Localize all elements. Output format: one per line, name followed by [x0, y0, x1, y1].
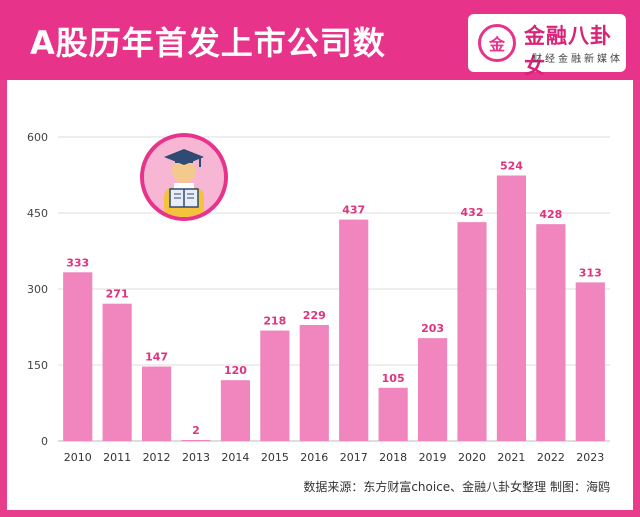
data-label: 428 [539, 208, 562, 221]
y-tick-label: 150 [27, 359, 48, 372]
y-tick-label: 600 [27, 131, 48, 144]
bar-2021 [496, 175, 527, 442]
data-label: 105 [382, 372, 405, 385]
bar-2011 [102, 303, 132, 441]
brand-tagline: 财经金融新媒体 [532, 54, 623, 65]
x-tick-label: 2021 [497, 451, 525, 464]
brand-name: 金融八卦女 [524, 24, 612, 78]
x-tick-label: 2017 [340, 451, 368, 464]
title-bar: A股历年首发上市公司数 金 金融八卦女 财经金融新媒体 [0, 0, 640, 80]
x-tick-label: 2013 [182, 451, 210, 464]
data-label: 333 [66, 256, 89, 269]
bar-2020 [457, 222, 487, 441]
bar-2017 [339, 219, 369, 441]
x-tick-label: 2018 [379, 451, 407, 464]
bar-2015 [260, 330, 290, 441]
data-label: 524 [500, 160, 523, 173]
bar-2018 [378, 387, 408, 441]
x-tick-label: 2020 [458, 451, 486, 464]
bar-2023 [575, 282, 605, 441]
bar-2016 [299, 324, 329, 441]
data-label: 229 [303, 309, 326, 322]
data-label: 313 [579, 266, 602, 279]
data-label: 432 [461, 206, 484, 219]
x-tick-label: 2019 [419, 451, 447, 464]
chart-title: A股历年首发上市公司数 [30, 24, 386, 62]
bar-2012 [141, 366, 172, 441]
data-label: 271 [106, 288, 129, 301]
bar-2014 [220, 380, 251, 441]
x-tick-label: 2022 [537, 451, 565, 464]
x-tick-label: 2015 [261, 451, 289, 464]
bar-2013 [181, 439, 211, 441]
bar-2022 [536, 224, 566, 441]
x-tick-label: 2014 [221, 451, 249, 464]
data-label: 2 [192, 424, 200, 437]
y-tick-label: 300 [27, 283, 48, 296]
y-tick-label: 0 [41, 435, 48, 448]
brand-logo-icon: 金 [478, 24, 516, 62]
data-label: 203 [421, 322, 444, 335]
x-tick-label: 2011 [103, 451, 131, 464]
data-label: 437 [342, 204, 365, 217]
graduate-reading-book-icon [140, 133, 228, 221]
data-label: 120 [224, 364, 247, 377]
data-label: 147 [145, 351, 168, 364]
data-label: 218 [263, 315, 286, 328]
x-tick-label: 2010 [64, 451, 92, 464]
bar-2010 [63, 272, 93, 441]
bar-chart: 333 271 147 2 120 218 229 437 105 203 432 524 428 313… [27, 131, 610, 464]
y-tick-label: 450 [27, 207, 48, 220]
brand-logo: 金 金融八卦女 财经金融新媒体 [468, 14, 626, 78]
data-source-note: 数据来源：东方财富choice、金融八卦女整理 制图：海鸥 [303, 480, 610, 494]
x-tick-label: 2023 [576, 451, 604, 464]
x-tick-label: 2016 [300, 451, 328, 464]
bar-2019 [417, 338, 448, 441]
x-tick-label: 2012 [143, 451, 171, 464]
